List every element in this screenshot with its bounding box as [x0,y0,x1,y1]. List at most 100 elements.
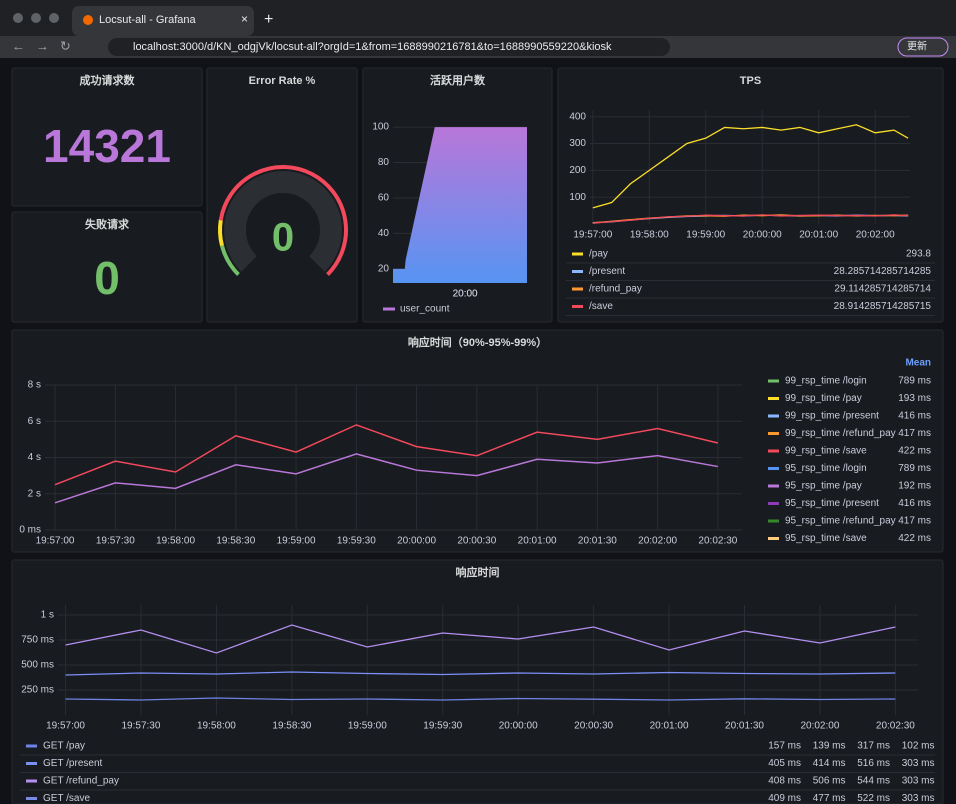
reload-button[interactable]: ↻ [60,38,71,53]
y-tick-label: 250 ms [21,685,54,696]
window-button[interactable] [13,13,23,23]
panel-title: 活跃用户数 [430,73,486,87]
legend-label: /save [589,301,613,312]
legend-label: 95_rsp_time /save [785,533,867,544]
legend-value: 193 ms [898,393,931,404]
legend-value: 522 ms [857,793,890,804]
x-tick-label: 20:00:00 [743,230,782,241]
legend-label: GET /refund_pay [43,776,119,787]
legend-label: user_count [400,304,450,315]
x-tick-label: 20:02:30 [876,721,915,732]
x-tick-label: 19:58:30 [216,536,255,547]
legend-value: 303 ms [902,758,935,769]
legend-value: 416 ms [898,411,931,422]
legend-label: GET /present [43,758,103,769]
legend-value: 408 ms [768,776,801,787]
y-tick-label: 100 [372,122,389,133]
legend-value: 102 ms [902,741,935,752]
legend-value: 422 ms [898,533,931,544]
x-tick-label: 19:57:30 [96,536,135,547]
stat-value: 14321 [43,120,171,172]
tab-close[interactable]: × [241,12,248,26]
legend-value: 29.114285714285714 [834,284,931,295]
legend-label: GET /save [43,793,90,804]
legend-value: 544 ms [857,776,890,787]
x-tick-label: 20:00:00 [397,536,436,547]
legend-label: 99_rsp_time /refund_pay [785,428,896,439]
legend-value: 303 ms [902,793,935,804]
y-tick-label: 100 [569,192,586,203]
legend-label: 95_rsp_time /refund_pay [785,516,896,527]
legend-label: 99_rsp_time /present [785,411,879,422]
legend-value: 789 ms [898,463,931,474]
tab-title: Locsut-all - Grafana [99,14,196,26]
y-tick-label: 1 s [41,610,54,621]
window-button[interactable] [31,13,41,23]
new-tab[interactable]: + [264,11,273,28]
y-tick-label: 0 ms [19,525,41,536]
x-tick-label: 20:01:30 [725,721,764,732]
legend-value: 405 ms [768,758,801,769]
update-button[interactable]: 更新 [907,40,927,53]
panel-title: 响应时间（90%-95%-99%） [408,335,547,349]
legend-value: 28.285714285714285 [834,266,932,277]
legend-value: 516 ms [857,758,890,769]
legend-header: Mean [905,358,931,369]
back-button[interactable]: ← [12,38,25,53]
x-tick-label: 20:01:00 [799,230,838,241]
x-tick-label: 19:59:30 [423,721,462,732]
legend-label: 99_rsp_time /pay [785,393,862,404]
legend-label: /refund_pay [589,284,642,295]
panel [12,560,943,804]
x-tick-label: 20:02:00 [638,536,677,547]
x-tick-label: 19:58:00 [630,230,669,241]
legend-value: 789 ms [898,376,931,387]
legend-value: 417 ms [898,428,931,439]
legend-value: 293.8 [906,249,931,260]
url: localhost:3000/d/KN_odgjVk/locsut-all?or… [133,41,612,53]
x-tick-label: 19:57:00 [36,536,75,547]
forward-button[interactable]: → [36,38,49,53]
y-tick-label: 200 [569,165,586,176]
y-tick-label: 8 s [28,380,41,391]
y-tick-label: 300 [569,138,586,149]
x-tick-label: 20:01:30 [578,536,617,547]
legend-value: 417 ms [898,516,931,527]
y-tick-label: 750 ms [21,635,54,646]
window-button[interactable] [49,13,59,23]
legend-value: 303 ms [902,776,935,787]
legend-value: 28.914285714285715 [834,301,932,312]
legend-value: 414 ms [813,758,846,769]
x-tick-label: 19:58:00 [156,536,195,547]
legend-value: 477 ms [813,793,846,804]
panel-title: 响应时间 [456,565,500,579]
gauge-value: 0 [272,216,294,260]
y-tick-label: 500 ms [21,660,54,671]
y-tick-label: 60 [378,193,390,204]
legend-value: 139 ms [813,741,846,752]
gauge-threshold [220,220,222,246]
x-tick-label: 19:58:30 [272,721,311,732]
x-tick-label: 20:00:00 [499,721,538,732]
x-tick-label: 20:01:00 [518,536,557,547]
x-tick-label: 19:57:00 [46,721,85,732]
legend-value: 317 ms [857,741,890,752]
panel-title: 失败请求 [85,217,130,231]
legend-label: 95_rsp_time /login [785,463,867,474]
y-tick-label: 40 [378,228,390,239]
legend-label: /present [589,266,625,277]
x-tick-label: 20:01:00 [650,721,689,732]
tab-icon [83,15,93,25]
y-tick-label: 80 [378,157,390,168]
legend-label: 95_rsp_time /pay [785,481,862,492]
x-tick-label: 20:00:30 [457,536,496,547]
legend-value: 422 ms [898,446,931,457]
x-tick-label: 20:02:30 [698,536,737,547]
panel-title: 成功请求数 [80,73,136,87]
legend-value: 192 ms [898,481,931,492]
x-tick-label: 19:57:00 [573,230,612,241]
legend-label: 99_rsp_time /login [785,376,867,387]
x-tick-label: 20:02:00 [856,230,895,241]
y-tick-label: 6 s [28,416,41,427]
